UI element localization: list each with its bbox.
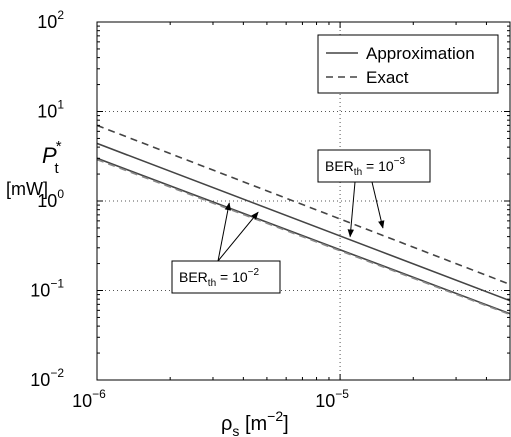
y-axis-unit: [mW] xyxy=(6,179,48,199)
series-line-approximation xyxy=(97,157,510,315)
x-tick-label: 10−6 xyxy=(72,387,106,411)
legend-box xyxy=(317,34,499,94)
annotation-box xyxy=(317,149,431,183)
series-line-exact xyxy=(97,124,510,286)
series-lines xyxy=(97,124,510,316)
series-line-approximation xyxy=(97,142,510,302)
annotation-arrow xyxy=(217,202,232,262)
y-axis-title: P* t xyxy=(42,138,62,177)
annotation-arrow xyxy=(217,211,259,262)
series-line-exact xyxy=(97,158,510,316)
axis-ticks: 10−6 10−5 10−2 10−1 100 101 102 xyxy=(30,8,510,411)
annotation-arrow xyxy=(347,181,356,238)
annotations: BERth = 10−3 BERth = 10−2 xyxy=(171,149,431,294)
y-tick-label: 102 xyxy=(37,8,64,32)
legend-label: Approximation xyxy=(366,44,475,63)
y-axis-label: P* t[mW] xyxy=(6,138,62,199)
y-tick-label: 10−1 xyxy=(30,277,64,301)
annotation-label: BERth = 10−2 xyxy=(179,267,260,289)
x-tick-label: 10−5 xyxy=(315,387,349,411)
x-axis-label: ρs [m−2] xyxy=(221,408,289,437)
x-axis-title: ρs [m−2] xyxy=(221,408,289,437)
grid xyxy=(97,22,510,380)
annotation-label: BERth = 10−3 xyxy=(325,156,406,178)
y-tick-label: 100 xyxy=(37,187,64,211)
y-tick-label: 101 xyxy=(37,98,64,122)
annotation-arrow xyxy=(371,181,385,229)
annotation-box xyxy=(171,260,281,294)
legend: Approximation Exact xyxy=(317,34,499,94)
y-tick-label: 10−2 xyxy=(30,366,64,390)
legend-label: Exact xyxy=(366,68,409,87)
